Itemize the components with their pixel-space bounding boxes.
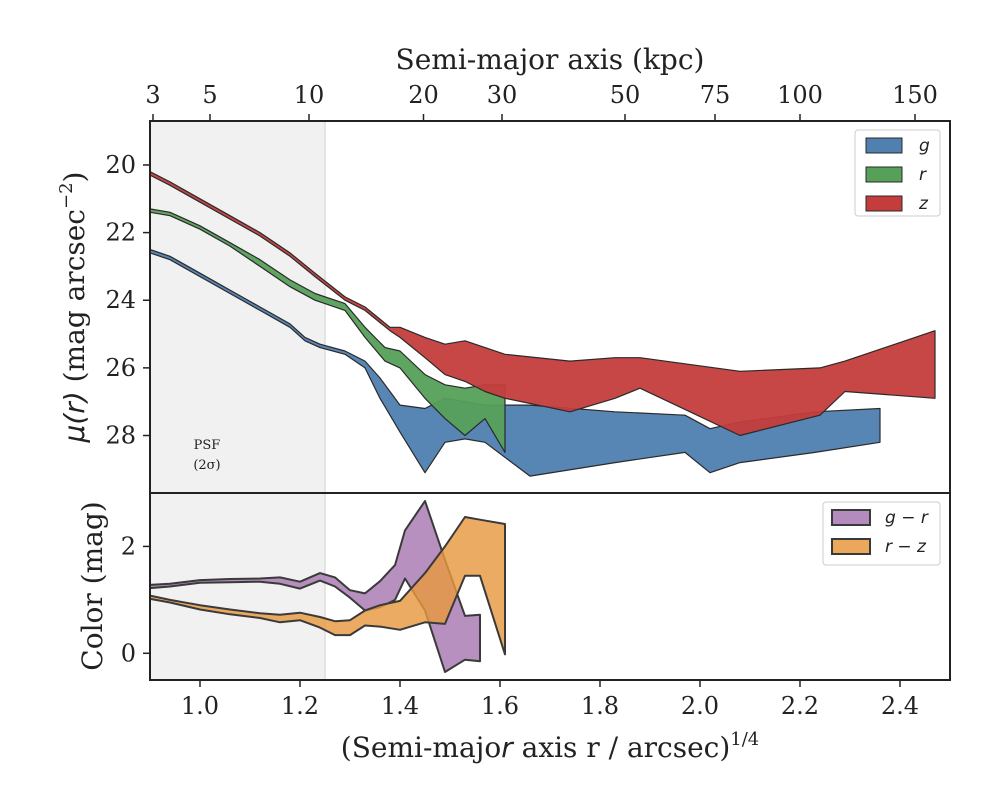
legend-label-r: r [919,165,927,185]
x-tick-label: 1.0 [181,692,219,720]
y-tick-label: 0 [121,639,136,667]
top-panel-series [150,171,936,477]
top-tick-label: 10 [294,81,325,109]
y-tick-label: 24 [105,286,136,314]
bottom-panel-series [150,500,506,673]
bottom-panel-frame [149,492,951,681]
x-tick-label: 1.8 [581,692,619,720]
psf-sigma-label: (2σ) [193,458,220,473]
y-tick-label: 28 [105,422,136,450]
top-tick-label: 3 [145,81,160,109]
legend-label-g: g [919,136,930,156]
legend-bottom: g − r r − z [822,501,941,566]
legend-top: grz [854,129,941,217]
legend-label-g-minus-r: g − r [885,508,929,528]
y-axis-title-bottom: Color (mag) [76,501,109,670]
top-tick-label: 50 [610,81,641,109]
top-tick-label: 100 [777,81,823,109]
y-tick-label: 26 [105,354,136,382]
y-tick-label: 2 [121,532,136,560]
y-tick-label: 22 [105,219,136,247]
x-tick-label: 1.2 [281,692,319,720]
psf-label: PSF [194,438,221,453]
psf-region [150,121,326,680]
top-tick-label: 5 [202,81,217,109]
x-tick-label: 1.6 [481,692,519,720]
y-tick-label: 20 [105,151,136,179]
band-g [150,248,881,477]
x-tick-label: 2.4 [881,692,919,720]
legend-swatch-g [865,137,903,154]
x-tick-label: 2.0 [681,692,719,720]
band-z [150,171,936,437]
x-tick-label: 2.2 [781,692,819,720]
band-r [150,208,506,453]
legend-label-z: z [918,194,929,214]
axis-ticks: 1.0 1.2 1.4 1.6 1.8 2.0 2.2 2.43 5 10 20 30 50 75 100 1… [105,81,937,720]
psf-shade [150,121,325,680]
legend-swatch-g-minus-r [831,509,871,526]
top-tick-label: 20 [408,81,439,109]
top-tick-label: 150 [892,81,938,109]
top-tick-label: 75 [700,81,731,109]
x-tick-label: 1.4 [381,692,419,720]
legend-label-r-minus-z: r − z [885,537,927,557]
legend-swatch-z [865,195,903,212]
band-r-minus-z [150,516,506,656]
x-axis-title: (Semi-major axis r / arcsec)1/4 [341,729,759,764]
top-tick-label: 30 [487,81,518,109]
legend-swatch-r-minus-z [831,538,871,555]
y-axis-title-top: μ(r) (mag arcsec−2) [56,172,91,444]
legend-swatch-r [865,166,903,183]
top-axis-title: Semi-major axis (kpc) [396,43,705,76]
